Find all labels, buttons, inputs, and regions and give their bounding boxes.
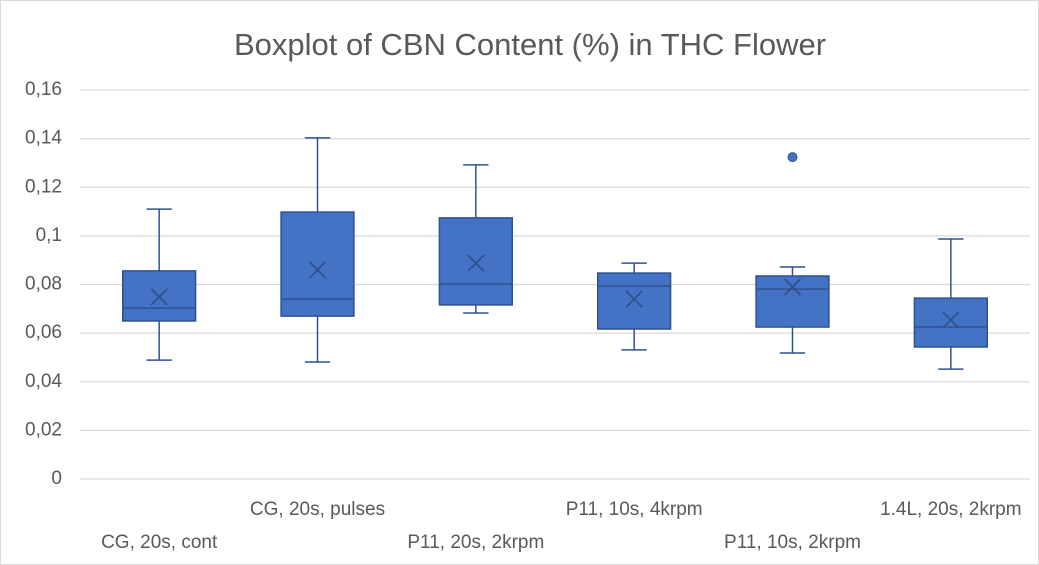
y-tick-label: 0,08	[25, 274, 62, 295]
chart-title: Boxplot of CBN Content (%) in THC Flower	[234, 27, 826, 62]
x-tick-label: CG, 20s, cont	[101, 532, 218, 553]
x-tick-label: P11, 20s, 2krpm	[407, 532, 544, 553]
y-tick-label: 0,12	[25, 176, 62, 197]
y-tick-label: 0,1	[36, 225, 62, 246]
x-tick-label: CG, 20s, pulses	[250, 499, 385, 520]
mean-marker	[467, 254, 485, 272]
x-tick-label: P11, 10s, 2krpm	[724, 532, 861, 553]
mean-marker	[625, 290, 643, 308]
x-tick-label: 1.4L, 20s, 2krpm	[880, 499, 1022, 520]
box	[280, 211, 355, 317]
mean-marker	[308, 261, 327, 279]
y-tick-label: 0,16	[25, 79, 62, 100]
mean-marker	[942, 311, 960, 329]
y-tick-label: 0,14	[25, 128, 62, 149]
box	[755, 275, 830, 328]
y-tick-label: 0	[51, 468, 62, 489]
mean-marker	[783, 278, 802, 296]
mean-marker	[150, 288, 168, 306]
x-tick-label: P11, 10s, 4krpm	[566, 499, 703, 520]
box	[597, 272, 672, 330]
y-tick-label: 0,06	[25, 322, 62, 343]
box	[913, 297, 989, 348]
outlier	[787, 152, 798, 163]
y-tick-label: 0,02	[25, 419, 62, 440]
box	[438, 217, 513, 306]
y-tick-label: 0,04	[25, 371, 62, 392]
